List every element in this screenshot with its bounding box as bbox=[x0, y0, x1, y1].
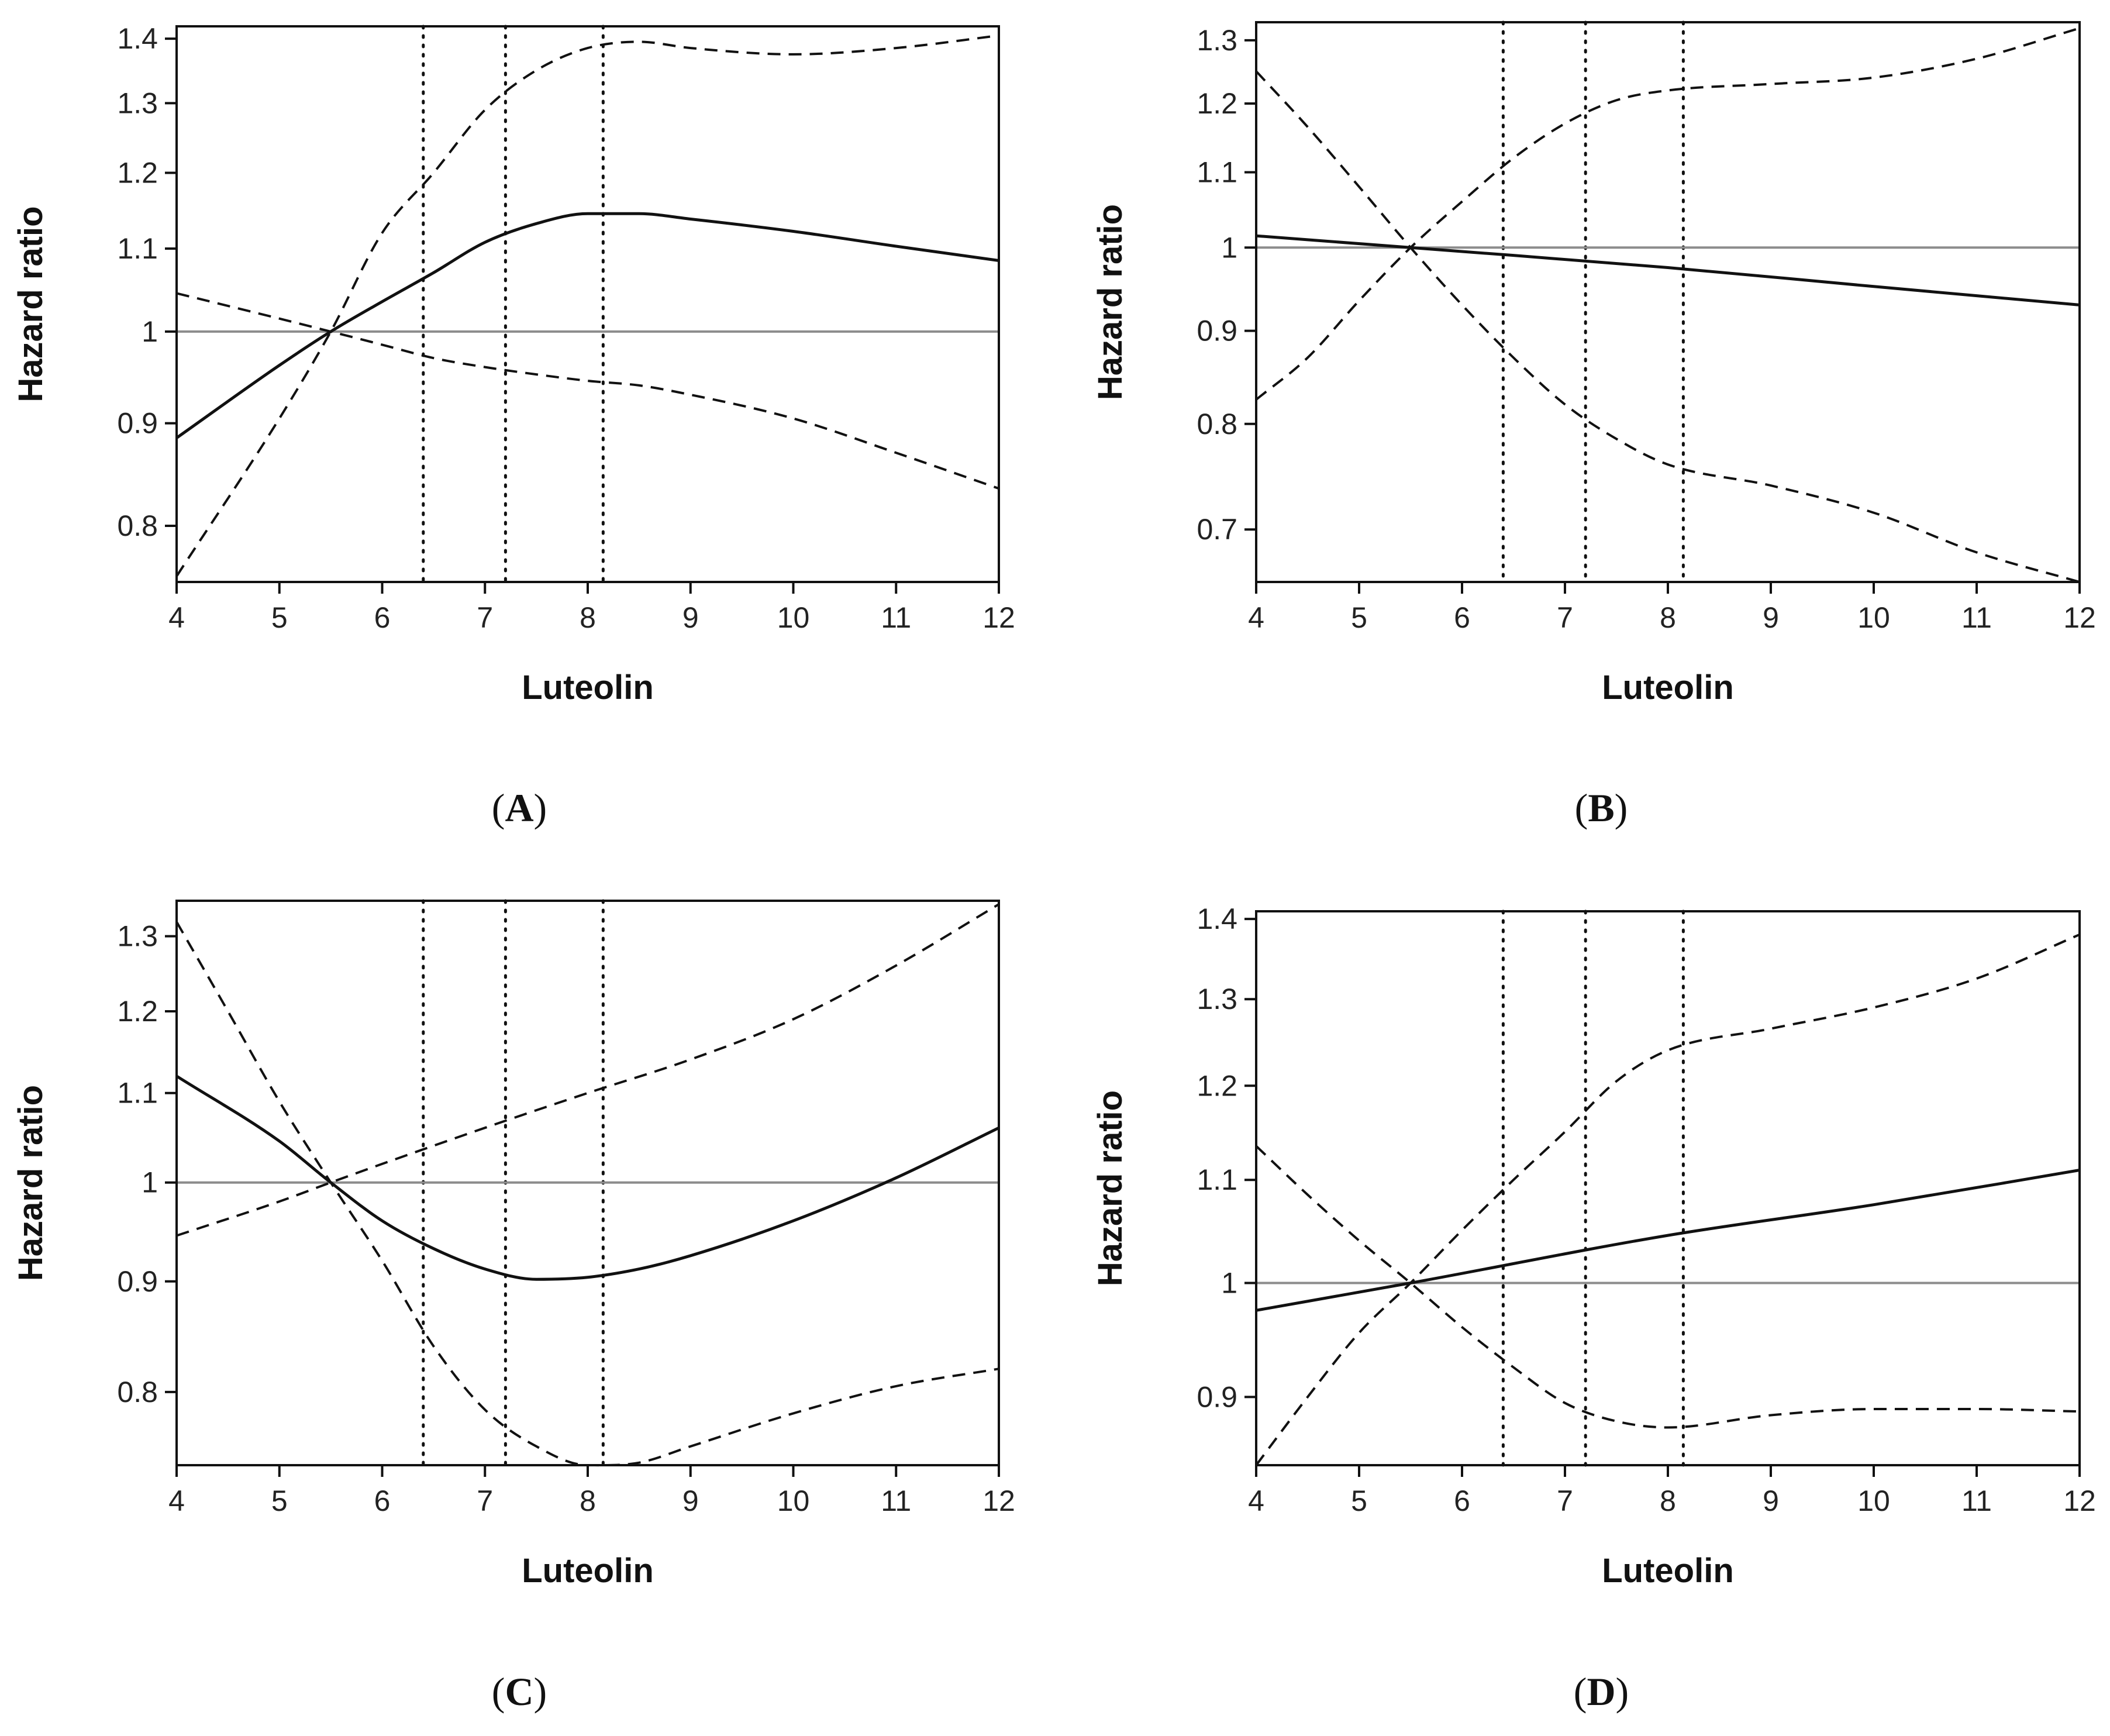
panel-b: 4 5 6 7 8 9 10 11 12 0.7 0.8 0.9 1 1.1 1.2 1.3 Luteolin H… bbox=[1091, 20, 2096, 707]
panel-b-y-tick-label: 1 bbox=[1221, 231, 1237, 264]
panel-a-x-tick-label: 10 bbox=[777, 601, 810, 634]
panel-c-x-tick-label: 9 bbox=[682, 1484, 699, 1517]
panel-a-y-tick-label: 1.1 bbox=[117, 232, 158, 265]
panel-c-x-tick-label: 8 bbox=[580, 1484, 596, 1517]
panel-c-y-tick-label: 1.1 bbox=[117, 1077, 158, 1110]
panel-c: 4 5 6 7 8 9 10 11 12 0.8 0.9 1 1.1 1.2 1.3 Luteolin Haza… bbox=[12, 899, 1015, 1590]
panel-label-d: (D) bbox=[1574, 1669, 1629, 1714]
panel-b-y-tick-label: 1.1 bbox=[1197, 156, 1237, 189]
panel-b-plot-frame bbox=[1255, 21, 2081, 583]
panel-label-c: (C) bbox=[492, 1669, 547, 1714]
panel-a-x-tick-label: 7 bbox=[477, 601, 493, 634]
panel-d-y-axis-title: Hazard ratio bbox=[1091, 1090, 1129, 1286]
panel-c-x-axis-title: Luteolin bbox=[522, 1552, 654, 1590]
panel-b-y-tick-label: 1.3 bbox=[1197, 24, 1237, 57]
panel-d-x-tick-label: 7 bbox=[1557, 1484, 1573, 1517]
panel-a-x-tick-label: 6 bbox=[374, 601, 391, 634]
panel-d-y-tick-label: 1.4 bbox=[1197, 903, 1237, 935]
panel-c-series-lower-ci bbox=[175, 921, 999, 1467]
panel-d-series-upper-ci bbox=[1255, 933, 2080, 1466]
panel-b-y-axis-title: Hazard ratio bbox=[1091, 204, 1129, 400]
panel-a-series-upper-ci bbox=[175, 34, 999, 577]
panel-b-x-tick-label: 12 bbox=[2063, 601, 2096, 634]
panel-b-x-tick-label: 11 bbox=[1961, 601, 1992, 634]
panel-a-plot-frame bbox=[175, 25, 1000, 583]
panel-a-x-tick-label: 8 bbox=[580, 601, 596, 634]
panel-a-series-estimate bbox=[175, 212, 999, 439]
panel-d-y-tick-label: 1 bbox=[1221, 1266, 1237, 1299]
panel-b-series-upper-ci bbox=[1255, 27, 2080, 401]
panel-c-x-tick-label: 6 bbox=[374, 1484, 391, 1517]
panel-d-y-tick-label: 1.1 bbox=[1197, 1163, 1237, 1196]
panel-c-x-tick-label: 5 bbox=[271, 1484, 288, 1517]
panel-d-series-lower-ci bbox=[1255, 1145, 2080, 1429]
panel-b-y-tick-label: 0.7 bbox=[1197, 513, 1237, 546]
panel-d-x-tick-label: 4 bbox=[1248, 1484, 1264, 1517]
panel-c-x-tick-label: 10 bbox=[777, 1484, 810, 1517]
panel-d-x-tick-label: 8 bbox=[1660, 1484, 1676, 1517]
panel-b-x-tick-label: 4 bbox=[1248, 601, 1264, 634]
panel-d-x-tick-label: 9 bbox=[1763, 1484, 1779, 1517]
panel-a-y-tick-label: 1 bbox=[142, 315, 158, 348]
panel-b-series-lower-ci bbox=[1255, 70, 2080, 583]
panel-d-y-tick-label: 1.2 bbox=[1197, 1069, 1237, 1102]
panel-b-y-tick-label: 0.8 bbox=[1197, 408, 1237, 440]
panel-a-series-lower-ci bbox=[176, 292, 999, 490]
panel-b-x-axis-title: Luteolin bbox=[1602, 669, 1734, 707]
panel-d-x-tick-label: 5 bbox=[1351, 1484, 1367, 1517]
panel-a-y-tick-label: 0.9 bbox=[117, 407, 158, 440]
panel-a-y-tick-label: 1.2 bbox=[117, 157, 158, 190]
panel-b-x-tick-label: 7 bbox=[1557, 601, 1573, 634]
panel-a-y-tick-label: 0.8 bbox=[117, 509, 158, 542]
panel-c-y-tick-label: 1 bbox=[142, 1166, 158, 1199]
panel-d-series-estimate bbox=[1256, 1169, 2080, 1312]
panel-c-y-tick-label: 1.2 bbox=[117, 995, 158, 1028]
panel-c-series-estimate bbox=[175, 1074, 1000, 1281]
panel-a-x-tick-label: 9 bbox=[682, 601, 699, 634]
panel-a-x-axis-title: Luteolin bbox=[522, 669, 654, 707]
panel-a-y-axis-title: Hazard ratio bbox=[12, 206, 50, 402]
panel-d-x-axis-title: Luteolin bbox=[1602, 1552, 1734, 1590]
panel-a-x-tick-label: 12 bbox=[982, 601, 1015, 634]
panel-d-plot-frame bbox=[1255, 910, 2081, 1466]
panel-d-x-tick-label: 10 bbox=[1857, 1484, 1890, 1517]
panel-a-y-tick-label: 1.3 bbox=[117, 87, 158, 119]
panel-b-x-tick-label: 5 bbox=[1351, 601, 1367, 634]
panel-b-x-tick-label: 10 bbox=[1857, 601, 1890, 634]
panel-c-x-tick-label: 4 bbox=[168, 1484, 185, 1517]
panel-d-x-tick-label: 11 bbox=[1961, 1484, 1992, 1517]
panel-label-a: (A) bbox=[492, 786, 547, 830]
panel-a: 4 5 6 7 8 9 10 11 12 0.8 0.9 1 1.1 1.2 1.3 1.4 Luteolin H… bbox=[12, 22, 1015, 707]
panel-c-y-tick-label: 1.3 bbox=[117, 920, 158, 953]
panel-b-x-tick-label: 8 bbox=[1660, 601, 1676, 634]
panel-d-x-tick-label: 6 bbox=[1454, 1484, 1470, 1517]
panel-d-y-tick-label: 0.9 bbox=[1197, 1380, 1237, 1413]
panel-b-y-tick-label: 1.2 bbox=[1197, 87, 1237, 120]
panel-a-x-tick-label: 4 bbox=[168, 601, 185, 634]
panel-c-x-tick-label: 12 bbox=[982, 1484, 1015, 1517]
panel-c-x-tick-label: 7 bbox=[477, 1484, 493, 1517]
panel-d: 4 5 6 7 8 9 10 11 12 0.9 1 1.1 1.2 1.3 1.4 Luteolin Haza… bbox=[1091, 903, 2096, 1590]
panel-c-y-axis-title: Hazard ratio bbox=[12, 1085, 50, 1281]
panel-a-y-tick-label: 1.4 bbox=[117, 22, 158, 55]
panel-b-y-tick-label: 0.9 bbox=[1197, 315, 1237, 347]
panel-a-x-tick-label: 5 bbox=[271, 601, 288, 634]
panel-d-y-tick-label: 1.3 bbox=[1197, 983, 1237, 1015]
panel-b-x-tick-label: 9 bbox=[1763, 601, 1779, 634]
panel-a-x-tick-label: 11 bbox=[881, 601, 911, 634]
panel-c-x-tick-label: 11 bbox=[881, 1484, 911, 1517]
panel-b-series-estimate bbox=[1256, 234, 2080, 306]
panel-c-y-tick-label: 0.8 bbox=[117, 1376, 158, 1408]
panel-c-y-tick-label: 0.9 bbox=[117, 1265, 158, 1298]
panel-label-b: (B) bbox=[1575, 786, 1628, 830]
panel-d-x-tick-label: 12 bbox=[2063, 1484, 2096, 1517]
panel-b-x-tick-label: 6 bbox=[1454, 601, 1470, 634]
